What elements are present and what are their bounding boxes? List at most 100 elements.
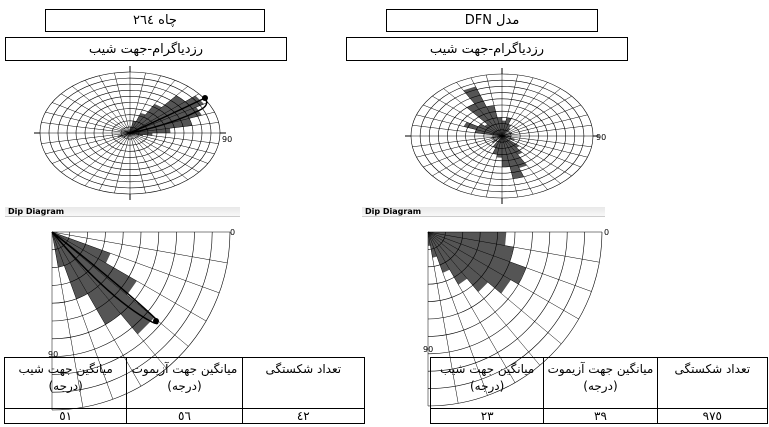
left-rose-east-label: 90 bbox=[222, 135, 232, 144]
left-rose-grid-spoke bbox=[45, 111, 131, 134]
left-rose-grid-spoke bbox=[129, 132, 162, 191]
right-title-box: مدل DFN bbox=[386, 9, 598, 32]
right-dip-grid-arc bbox=[427, 231, 446, 250]
right-rose-petal bbox=[463, 86, 502, 136]
left-rose-grid-spoke bbox=[114, 72, 131, 134]
right-rose-petal bbox=[478, 124, 502, 136]
left-dip-grid-arc bbox=[51, 231, 71, 251]
left-rose-grid-spoke bbox=[51, 132, 131, 164]
left-rose-grid-spoke bbox=[129, 132, 215, 155]
left-value-dip: ٥١ bbox=[3, 408, 128, 424]
right-rose-grid-spoke bbox=[501, 135, 534, 195]
left-rose-mean-dot bbox=[202, 95, 208, 101]
left-dip-wedge bbox=[52, 232, 111, 264]
left-rose-petal bbox=[130, 112, 146, 133]
left-rose-grid-spoke bbox=[129, 122, 219, 134]
left-rose-grid-spoke bbox=[114, 132, 131, 194]
right-dip-grid-ray bbox=[427, 231, 592, 292]
left-dip-fill bbox=[52, 232, 155, 335]
right-dip-grid-ray bbox=[427, 231, 562, 345]
left-dip-wedge bbox=[52, 232, 121, 325]
right-rose-petal bbox=[466, 103, 502, 136]
right-rose-grid-spoke bbox=[501, 114, 588, 137]
left-dip-diagram: 0 90 bbox=[48, 228, 235, 411]
right-rose-grid-spoke bbox=[470, 77, 503, 137]
left-dip-grid-ray bbox=[51, 231, 189, 347]
right-dip-wedge bbox=[428, 232, 511, 294]
right-rose-grid-spoke bbox=[501, 135, 592, 148]
left-dip-wedge bbox=[52, 232, 155, 335]
left-value-azimuth: ٥٦ bbox=[126, 408, 243, 424]
right-rose-grid-spoke bbox=[501, 135, 572, 177]
right-rose-grid-spoke bbox=[456, 82, 503, 137]
left-dip-grid bbox=[51, 231, 231, 411]
right-rose-grid-spoke bbox=[501, 135, 588, 158]
left-rose-grid-spoke bbox=[71, 132, 131, 180]
left-dip-label-90: 90 bbox=[48, 350, 58, 359]
right-dip-grid-arc bbox=[427, 231, 481, 285]
left-dip-grid-ray bbox=[51, 231, 220, 294]
left-rose-grid-spoke bbox=[129, 72, 146, 134]
left-dip-label-0: 0 bbox=[230, 228, 235, 237]
left-dip-strip-label: Dip Diagram bbox=[8, 207, 65, 216]
left-dip-grid-arc bbox=[51, 231, 124, 304]
right-stats-table: تعداد شکستگی میانگین جهت آزیموت (درجه) م… bbox=[429, 357, 769, 424]
right-dip-grid bbox=[427, 231, 603, 407]
left-rose-grid-spoke bbox=[41, 132, 131, 144]
right-rose-grid-spoke bbox=[501, 124, 592, 137]
left-title: چاه ٢٦٤ bbox=[133, 13, 177, 28]
left-rose-grid-spoke bbox=[129, 132, 189, 180]
right-dip-wedge bbox=[428, 232, 488, 292]
left-dip-strip: Dip Diagram bbox=[5, 207, 240, 217]
right-rose-grid-spoke bbox=[423, 135, 503, 168]
left-rose-grid-spoke bbox=[129, 132, 200, 173]
right-rose-grid-spoke bbox=[501, 88, 561, 137]
right-dip-wedge bbox=[428, 232, 468, 285]
left-rose-grid-spoke bbox=[60, 132, 131, 173]
right-rose-grid-spoke bbox=[485, 74, 503, 137]
left-header-count: تعداد شکستگی bbox=[241, 357, 366, 409]
right-rose-grid-spoke bbox=[456, 135, 503, 190]
left-rose-grid-spoke bbox=[98, 132, 131, 191]
right-dip-label-90: 90 bbox=[423, 345, 433, 354]
left-rose-grid-spoke bbox=[129, 132, 209, 164]
left-dip-wedge bbox=[52, 232, 88, 299]
right-dip-label-0: 0 bbox=[604, 228, 609, 237]
right-rose-grid-spoke bbox=[412, 124, 503, 137]
left-rose-diagram: 90 bbox=[34, 66, 232, 200]
left-rose-grid-spoke bbox=[129, 86, 189, 134]
left-rose-grid-spoke bbox=[129, 132, 146, 194]
right-rose-grid-spoke bbox=[423, 104, 503, 137]
right-rose-grid-spoke bbox=[501, 135, 561, 184]
right-rose-grid-spoke bbox=[501, 82, 548, 137]
left-dip-grid-ray bbox=[51, 231, 167, 369]
right-dip-fill bbox=[428, 232, 527, 294]
left-dip-grid-arc bbox=[51, 231, 177, 357]
left-stats-table: تعداد شکستگی میانگین جهت آزیموت (درجه) م… bbox=[3, 357, 366, 424]
right-rose-grid-spoke bbox=[501, 135, 519, 198]
right-value-count: ٩٧٥ bbox=[656, 408, 769, 424]
left-rose-mean-petal bbox=[129, 97, 208, 134]
left-title-box: چاه ٢٦٤ bbox=[45, 9, 265, 32]
right-dip-grid-ray bbox=[427, 231, 579, 320]
right-rose-grid-spoke bbox=[470, 135, 503, 195]
left-rose-grid-spoke bbox=[129, 75, 162, 134]
left-rose-grid-spoke bbox=[129, 132, 219, 144]
left-rose-grid-spoke bbox=[84, 80, 131, 134]
left-subtitle-box: رزدیاگرام-جهت شیب bbox=[5, 37, 287, 61]
right-rose-diagram: 90 bbox=[405, 68, 606, 204]
right-dip-grid-arc bbox=[427, 231, 498, 302]
left-rose-grid-spoke bbox=[84, 132, 131, 186]
left-dip-grid-ray bbox=[51, 231, 207, 322]
left-rose-grid-spoke bbox=[129, 93, 200, 134]
right-dip-wedge bbox=[428, 232, 527, 285]
right-subtitle-box: رزدیاگرام-جهت شیب bbox=[346, 37, 628, 61]
right-rose-grid-spoke bbox=[416, 114, 503, 137]
right-rose-grid-spoke bbox=[501, 135, 548, 190]
left-dip-grid-arc bbox=[51, 231, 160, 340]
left-subtitle: رزدیاگرام-جهت شیب bbox=[88, 41, 204, 57]
right-header-dip: میانگین جهت شیب (درجه) bbox=[429, 357, 545, 409]
right-rose-grid-spoke bbox=[501, 95, 572, 137]
right-rose-grid-spoke bbox=[485, 135, 503, 198]
